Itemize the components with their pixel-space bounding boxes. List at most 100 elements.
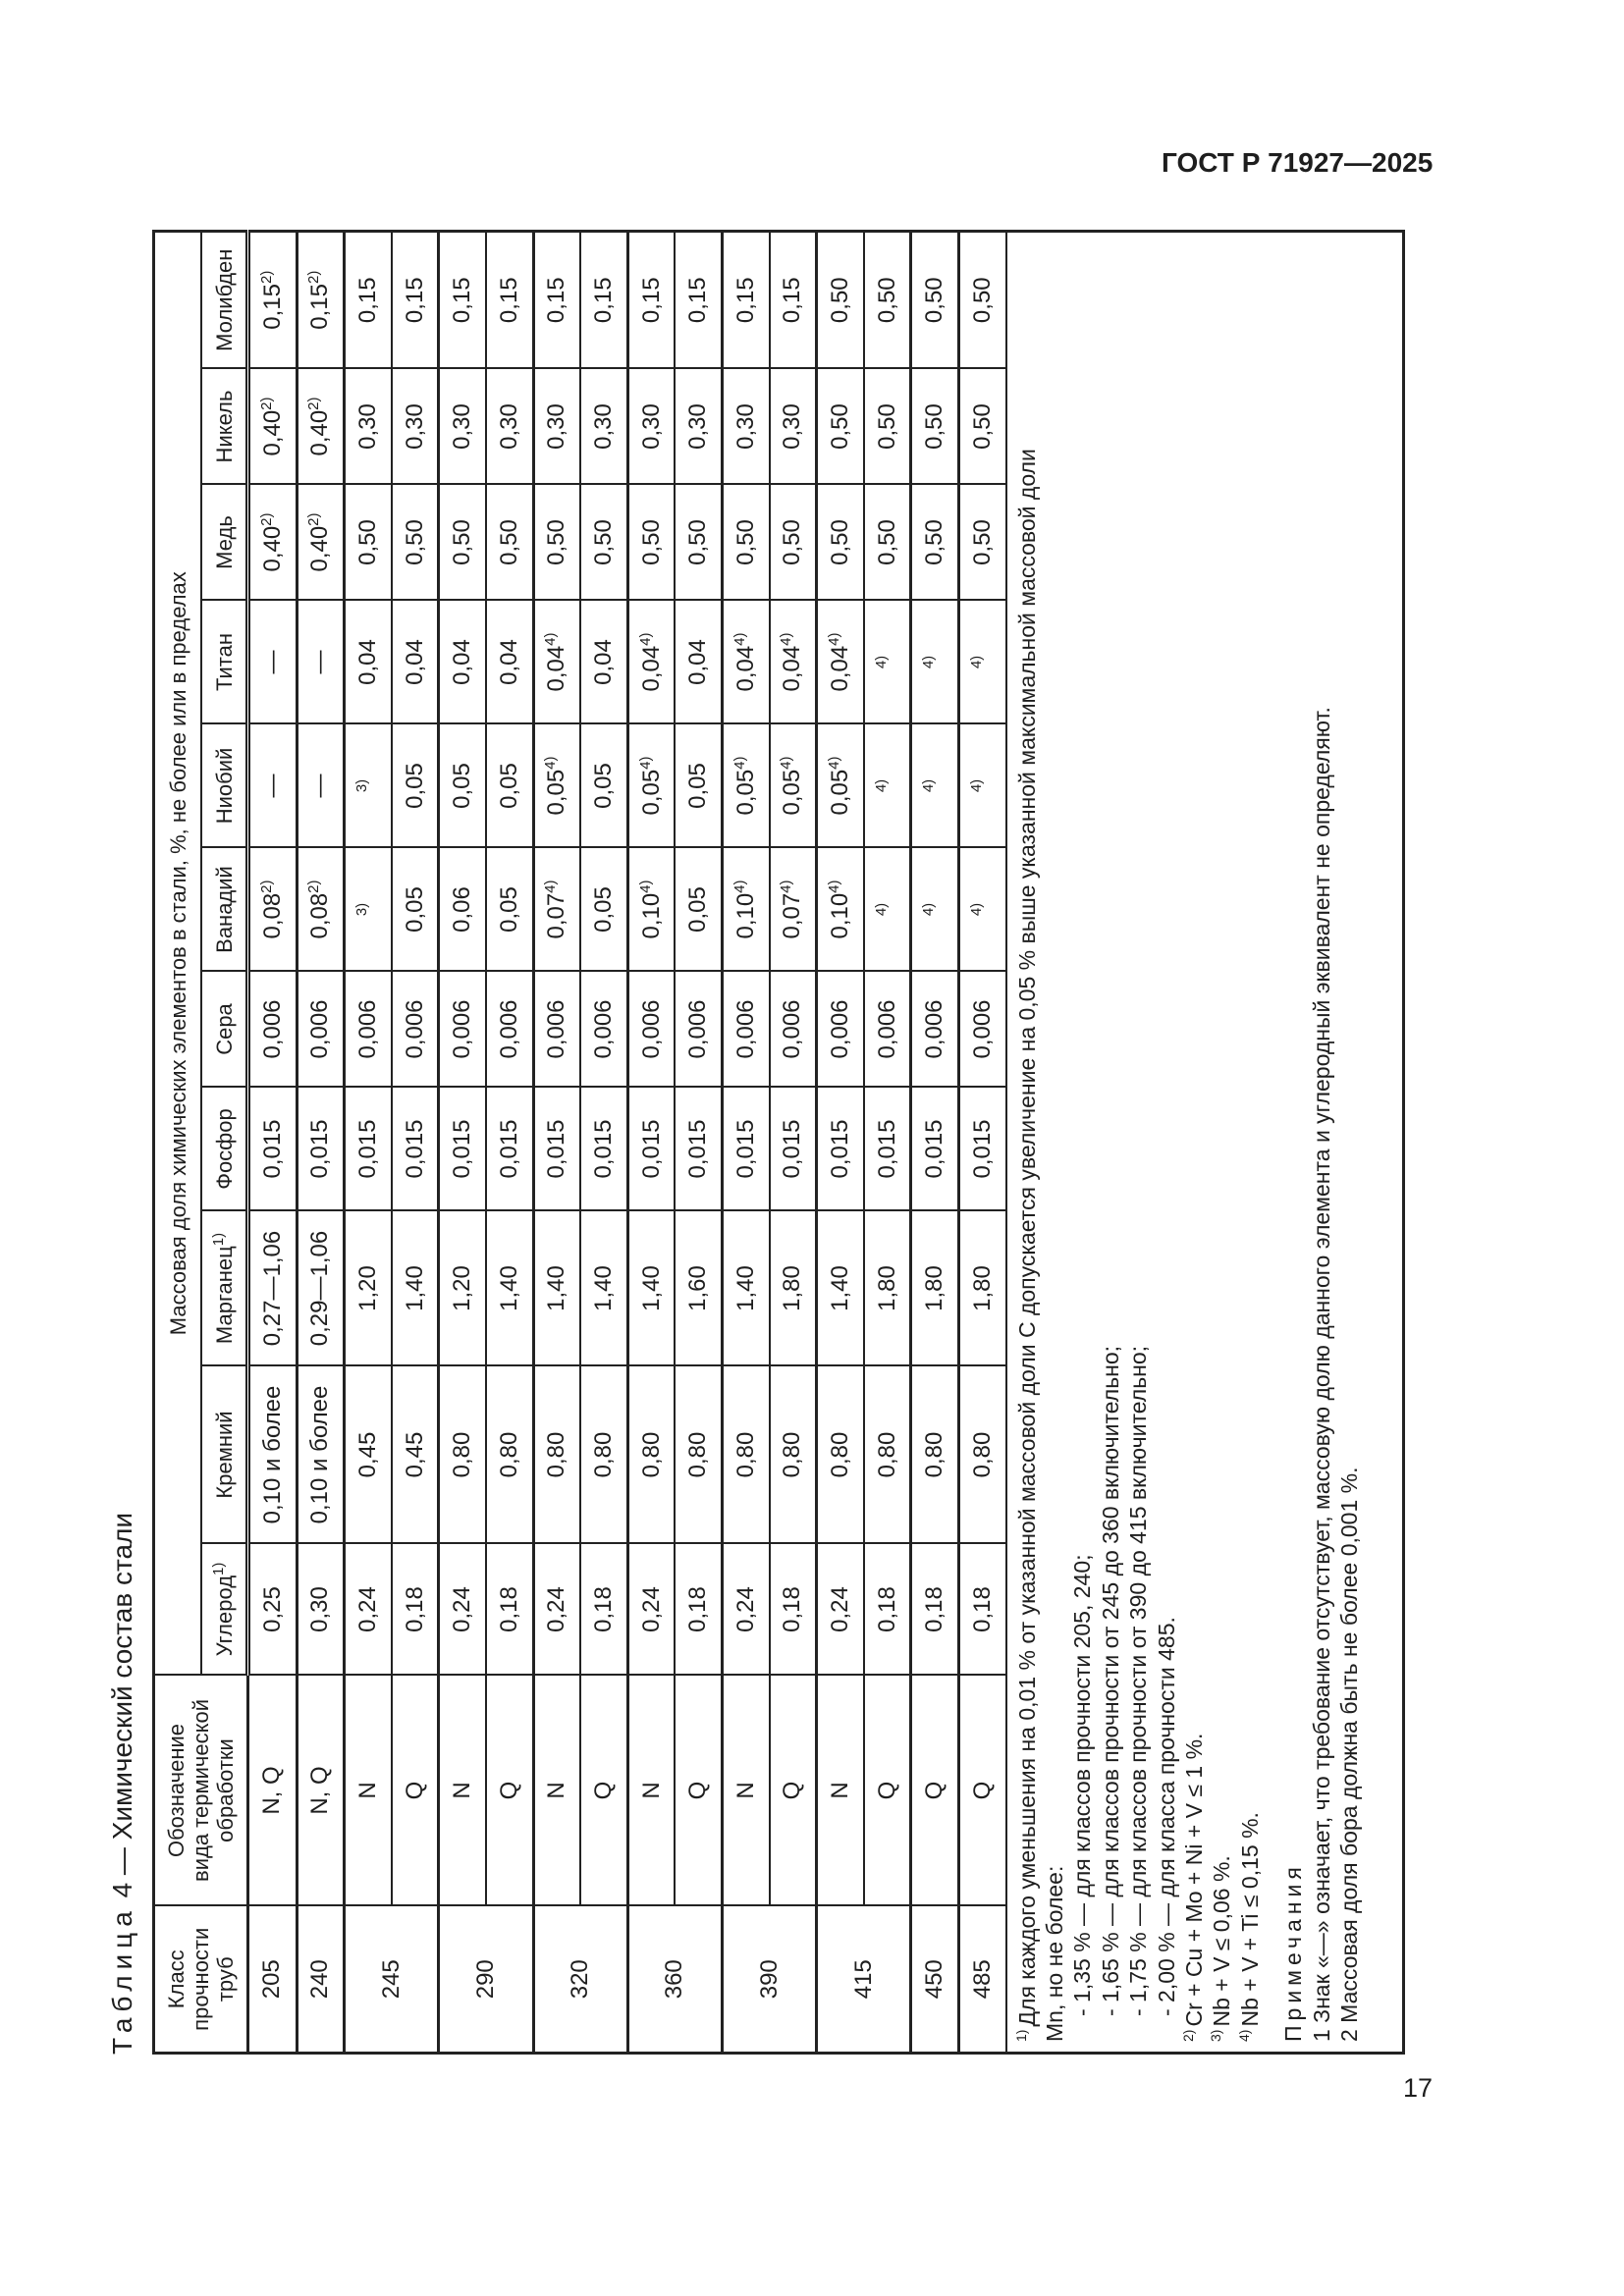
value-cell: 0,45	[391, 1365, 439, 1544]
value-cell: 0,006	[863, 971, 911, 1088]
value-cell: 0,50	[580, 484, 628, 601]
value-cell: 0,05	[675, 723, 723, 848]
class-cell: 290	[438, 1905, 534, 2054]
value-cell: 0,15	[391, 231, 439, 369]
value-cell: 0,152)	[247, 231, 298, 369]
header-line: Класс	[164, 1949, 189, 2009]
value-cell: 0,30	[675, 368, 723, 485]
value-cell: 0,10 и более	[247, 1365, 298, 1544]
footnote-ref: 4)	[825, 756, 842, 770]
element-name: Титан	[211, 633, 237, 691]
value-cell: 4)	[863, 847, 911, 972]
value-cell: 1,40	[533, 1210, 581, 1366]
value-cell: 0,25	[247, 1543, 298, 1676]
value-cell: 0,50	[533, 484, 581, 601]
value-cell: 0,80	[675, 1365, 723, 1544]
value-cell: 0,50	[910, 368, 959, 485]
header-element: Сера	[201, 971, 248, 1088]
treatment-cell: Q	[675, 1675, 723, 1906]
header-element: Кремний	[201, 1365, 248, 1544]
value-cell: 0,50	[863, 484, 911, 601]
value-text: 0,04	[731, 645, 759, 692]
treatment-cell: Q	[485, 1675, 534, 1906]
value-cell: 0,006	[627, 971, 676, 1088]
value-cell: 0,24	[344, 1543, 392, 1676]
value-cell: 0,104)	[722, 847, 770, 972]
table-row: Q 0,18 0,80 1,80 0,015 0,006 4) 4) 4) 0,50 0,50 0,5…	[863, 231, 911, 2053]
value-cell: 0,24	[627, 1543, 676, 1676]
value-cell: 0,402)	[247, 484, 298, 601]
treatment-cell: N, Q	[297, 1675, 345, 1906]
value-cell: 0,082)	[247, 847, 298, 972]
class-cell: 450	[910, 1905, 959, 2054]
value-text: 0,08	[258, 892, 286, 939]
value-text: 0,07	[543, 892, 570, 939]
value-text: 0,04	[543, 645, 570, 692]
class-cell: 205	[247, 1905, 298, 2054]
treatment-cell: Q	[958, 1675, 1006, 1906]
value-cell: 0,04	[675, 600, 723, 724]
table-row: 485 Q 0,18 0,80 1,80 0,015 0,006 4) 4) 4) 0,50 0,50…	[958, 231, 1006, 2054]
value-cell: 0,50	[863, 368, 911, 485]
value-cell: 0,18	[391, 1543, 439, 1676]
value-cell: 0,152)	[297, 231, 345, 369]
class-cell: 360	[627, 1905, 723, 2054]
value-cell: 1,80	[910, 1210, 959, 1366]
value-cell: 0,044)	[769, 600, 817, 724]
value-cell: 4)	[863, 723, 911, 848]
value-cell: —	[297, 600, 345, 724]
footnotes-cell: 1) Для каждого уменьшения на 0,01 % от ук…	[1005, 231, 1403, 2054]
value-cell: 0,015	[344, 1087, 392, 1211]
value-cell: 0,80	[722, 1365, 770, 1544]
header-element: Молибден	[201, 231, 248, 369]
table-row: 390 N 0,24 0,80 1,40 0,015 0,006 0,104) 0,054) 0,…	[722, 231, 817, 2054]
value-cell: 0,04	[344, 600, 392, 724]
chemical-composition-table: Класс прочности труб Обозначение вида те…	[152, 229, 1405, 2055]
value-cell: 0,104)	[627, 847, 676, 972]
treatment-cell: N, Q	[247, 1675, 298, 1906]
treatment-cell: N	[533, 1675, 581, 1906]
value-text: 0,40	[306, 409, 334, 456]
value-cell: 1,80	[769, 1210, 817, 1366]
footnote-ref: 1)	[209, 1232, 227, 1247]
value-cell: 0,044)	[722, 600, 770, 724]
value-cell: 1,60	[675, 1210, 723, 1366]
value-cell: 4)	[958, 600, 1006, 724]
value-cell: 0,006	[391, 971, 439, 1088]
footnote-ref: 2)	[257, 397, 275, 410]
value-cell: 0,04	[485, 600, 534, 724]
treatment-cell: N	[438, 1675, 486, 1906]
value-cell: 0,50	[816, 368, 864, 485]
value-cell: 0,50	[958, 484, 1006, 601]
value-cell: 0,006	[675, 971, 723, 1088]
value-cell: 0,015	[580, 1087, 628, 1211]
value-cell: 0,044)	[816, 600, 864, 724]
value-cell: 0,074)	[533, 847, 581, 972]
value-cell: 0,30	[391, 368, 439, 485]
value-cell: 0,30	[580, 368, 628, 485]
value-cell: 0,05	[438, 723, 486, 848]
header-element: Марганец1)	[201, 1210, 248, 1366]
element-name: Молибден	[211, 248, 237, 351]
table-row: 240 N, Q 0,30 0,10 и более 0,29—1,06 0,015 0,0…	[297, 231, 345, 2054]
footnote-text: - 1,75 % — для классов прочности от 390 …	[1125, 1345, 1152, 2016]
element-name: Марганец	[211, 1246, 237, 1345]
value-cell: 0,05	[580, 723, 628, 848]
table-row: Q 0,18 0,80 1,40 0,015 0,006 0,05 0,05 0,04 0,50 0…	[580, 231, 628, 2053]
value-cell: 0,50	[958, 368, 1006, 485]
header-class: Класс прочности труб	[153, 1905, 248, 2054]
value-cell: 0,044)	[627, 600, 676, 724]
value-cell: 0,15	[580, 231, 628, 369]
value-cell: 0,015	[627, 1087, 676, 1211]
value-cell: 0,15	[344, 231, 392, 369]
footnote-ref: 4)	[636, 756, 654, 770]
value-cell: —	[297, 723, 345, 848]
table-row: 360 N 0,24 0,80 1,40 0,015 0,006 0,104) 0,054) 0,…	[627, 231, 723, 2054]
footnote-ref: 4)	[636, 632, 654, 646]
note: 1 Знак «—» означает, что требование отсу…	[1308, 707, 1334, 2042]
value-cell: 0,18	[769, 1543, 817, 1676]
footnote-ref: 2)	[305, 512, 323, 526]
table-row: 290 N 0,24 0,80 1,20 0,015 0,006 0,06 0,05 0,04 0,…	[438, 231, 534, 2054]
footnote-text: Mn, но не более:	[1041, 1865, 1067, 2042]
footnote-ref: 4)	[920, 655, 938, 669]
